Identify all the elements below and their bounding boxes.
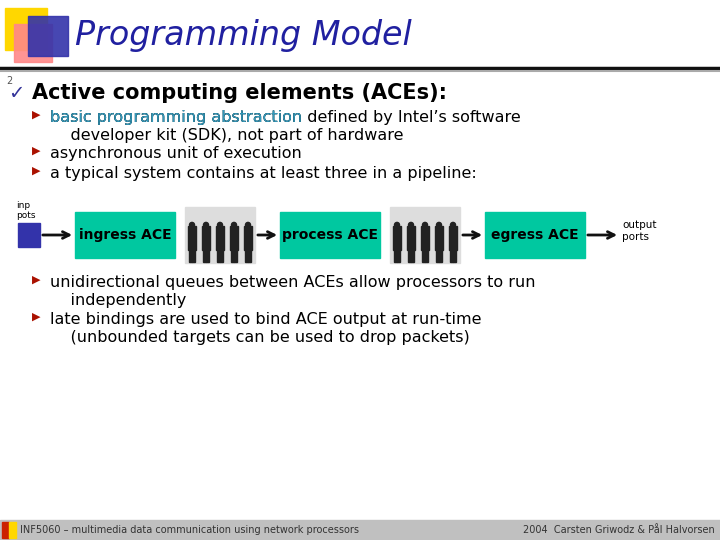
Bar [234,249,237,262]
Text: (unbounded targets can be used to drop packets): (unbounded targets can be used to drop p… [50,330,469,345]
Bar [189,249,192,262]
Bar [407,226,415,249]
Text: basic programming abstraction defined by Intel’s software: basic programming abstraction defined by… [50,110,521,125]
Text: ingress ACE: ingress ACE [78,228,171,242]
Bar [436,249,439,262]
Text: unidirectional queues between ACEs allow processors to run: unidirectional queues between ACEs allow… [50,275,536,290]
Circle shape [217,222,222,227]
Text: Programming Model: Programming Model [75,18,412,51]
Bar [411,249,414,262]
Bar [216,226,224,249]
Bar [220,249,223,262]
Circle shape [189,222,194,227]
Bar [231,249,234,262]
Bar [18,223,40,247]
Text: 2: 2 [6,76,12,86]
Circle shape [408,222,413,227]
Text: developer kit (SDK), not part of hardware: developer kit (SDK), not part of hardwar… [50,128,403,143]
Bar [188,226,196,249]
Bar [14,24,52,62]
Bar [248,249,251,262]
Text: ▶: ▶ [32,275,40,285]
Bar [0,520,720,540]
Text: a typical system contains at least three in a pipeline:: a typical system contains at least three… [50,166,477,181]
Circle shape [423,222,428,227]
Text: inp
pots: inp pots [16,200,35,220]
Circle shape [246,222,251,227]
Text: ▶: ▶ [32,166,40,176]
Bar [244,226,252,249]
Text: process ACE: process ACE [282,228,378,242]
Text: ▶: ▶ [32,146,40,156]
Bar [485,212,585,258]
Text: INF5060 – multimedia data communication using network processors: INF5060 – multimedia data communication … [20,525,359,535]
Text: ▶: ▶ [32,312,40,322]
Text: independently: independently [50,293,186,308]
Bar [393,226,401,249]
Bar [450,249,453,262]
Bar [439,249,442,262]
Bar [2,522,9,538]
Text: basic programming abstraction: basic programming abstraction [50,110,302,125]
Text: late bindings are used to bind ACE output at run-time: late bindings are used to bind ACE outpu… [50,312,482,327]
Bar [185,207,255,263]
Bar [435,226,443,249]
Text: asynchronous unit of execution: asynchronous unit of execution [50,146,302,161]
Bar [422,249,425,262]
Bar [421,226,429,249]
Bar [202,226,210,249]
Text: output
ports: output ports [622,220,657,242]
Circle shape [436,222,441,227]
Text: egress ACE: egress ACE [491,228,579,242]
Bar [192,249,195,262]
Bar [449,226,457,249]
Bar [217,249,220,262]
Bar [230,226,238,249]
Text: 2004  Carsten Griwodz & Pål Halvorsen: 2004 Carsten Griwodz & Pål Halvorsen [523,525,715,535]
Bar [390,207,460,263]
Bar [203,249,206,262]
Text: ✓: ✓ [8,84,24,103]
Text: Active computing elements (ACEs):: Active computing elements (ACEs): [32,83,447,103]
Bar [5,8,47,50]
Bar [453,249,456,262]
Circle shape [395,222,400,227]
Circle shape [204,222,209,227]
Text: ▶: ▶ [32,110,40,120]
Bar [206,249,209,262]
Bar [28,16,68,56]
Bar [280,212,380,258]
Bar [408,249,411,262]
Bar [245,249,248,262]
Text: basic programming abstraction: basic programming abstraction [50,110,302,125]
Bar [425,249,428,262]
Circle shape [232,222,236,227]
Bar [75,212,175,258]
Bar [9,522,16,538]
Circle shape [451,222,456,227]
Bar [394,249,397,262]
Bar [397,249,400,262]
